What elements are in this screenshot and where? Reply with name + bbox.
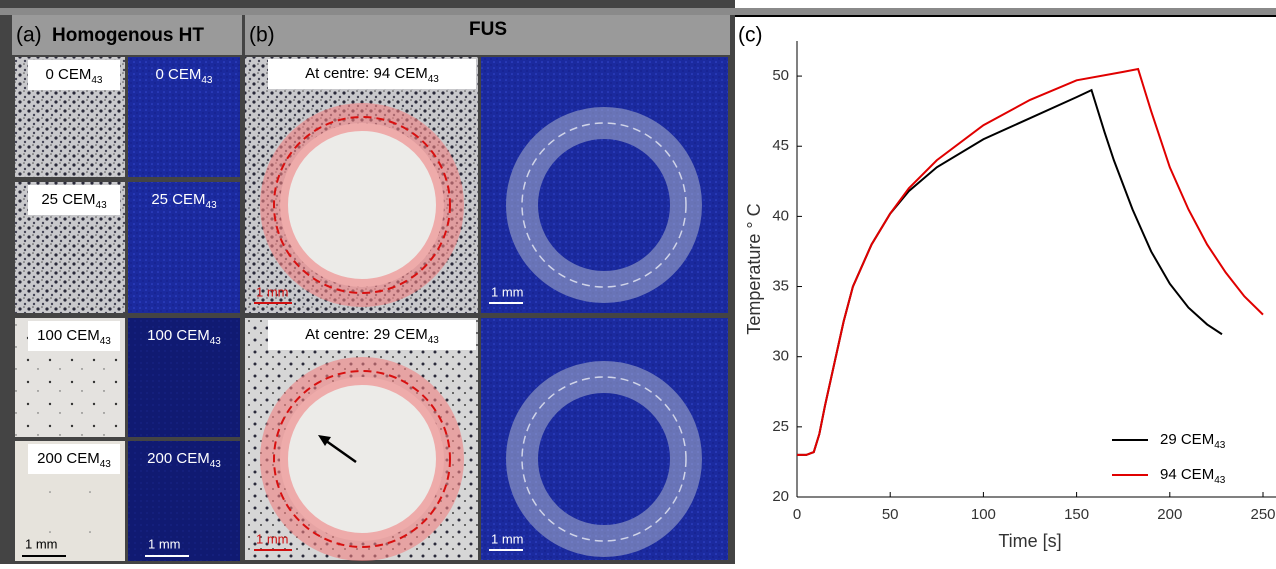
image-label-main: 0 CEM (156, 66, 202, 83)
image-label: 0 CEM43 (46, 66, 103, 86)
fluorescence-image (128, 441, 240, 561)
y-tick-label: 45 (772, 137, 789, 154)
image-label: 100 CEM43 (147, 327, 221, 347)
fluorescence-image (128, 182, 240, 313)
image-label: 0 CEM43 (156, 66, 213, 86)
x-tick-label: 250 (1250, 506, 1275, 523)
series-line (797, 67, 1264, 456)
image-label: At centre: 29 CEM43 (305, 326, 439, 346)
legend-label-sub: 43 (1214, 475, 1226, 486)
panel-label: (c) (738, 24, 763, 47)
legend-label-main: 29 CEM (1160, 431, 1214, 448)
ring-dash (273, 370, 451, 548)
ring-dash (521, 122, 687, 288)
image-label-sub: 43 (201, 75, 213, 86)
image-label-main: 25 CEM (151, 191, 205, 208)
image-label: 200 CEM43 (147, 450, 221, 470)
image-label: 25 CEM43 (41, 191, 107, 211)
panel-label: (a) (16, 24, 42, 47)
image-label-main: At centre: 94 CEM (305, 65, 428, 82)
image-label-main: 25 CEM (41, 191, 95, 208)
image-label-sub: 43 (210, 459, 222, 470)
scale-bar-label: 1 mm (148, 536, 181, 551)
panel-b-header (245, 15, 730, 55)
image-label: At centre: 94 CEM43 (305, 65, 439, 85)
x-axis-label: Time [s] (998, 531, 1061, 551)
label-box (28, 321, 120, 351)
panel-c-background (735, 15, 1276, 564)
ablation-zone (280, 377, 444, 541)
image-label-main: 0 CEM (46, 66, 92, 83)
image-label-sub: 43 (428, 74, 440, 85)
top-strip (0, 8, 1276, 15)
x-tick-label: 150 (1064, 506, 1089, 523)
y-tick-label: 50 (772, 67, 789, 84)
scale-bar-label: 1 mm (25, 536, 58, 551)
image-label-main: 200 CEM (147, 450, 210, 467)
label-box (268, 59, 476, 89)
label-box (268, 320, 476, 350)
x-tick-label: 100 (971, 506, 996, 523)
image-label-sub: 43 (428, 335, 440, 346)
arrow-head (318, 435, 331, 446)
image-label-sub: 43 (100, 459, 112, 470)
y-tick-label: 25 (772, 418, 789, 435)
y-tick-label: 30 (772, 348, 789, 365)
x-tick-label: 50 (882, 506, 899, 523)
image-label: 25 CEM43 (151, 191, 217, 211)
image-label-sub: 43 (206, 200, 218, 211)
ablation-zone (280, 123, 444, 287)
x-tick-label: 200 (1157, 506, 1182, 523)
image-label-sub: 43 (100, 336, 112, 347)
fluorescence-image (128, 57, 240, 177)
scale-bar-label: 1 mm (491, 284, 524, 299)
label-box (28, 185, 120, 215)
legend-label: 29 CEM43 (1160, 431, 1226, 451)
panel-a-header (12, 15, 242, 55)
panel-label: (b) (249, 24, 275, 47)
ring-dash (521, 376, 687, 542)
label-box (28, 60, 120, 90)
y-tick-label: 40 (772, 207, 789, 224)
image-label-main: At centre: 29 CEM (305, 326, 428, 343)
panel-title: FUS (469, 19, 507, 40)
y-tick-label: 35 (772, 278, 789, 295)
image-label-main: 100 CEM (147, 327, 210, 344)
label-box (28, 444, 120, 474)
legend-label-main: 94 CEM (1160, 466, 1214, 483)
image-label-sub: 43 (210, 336, 222, 347)
scale-bar-label: 1 mm (256, 531, 289, 546)
ring-dash (273, 116, 451, 294)
panel-title: Homogenous HT (52, 25, 204, 46)
image-label-sub: 43 (96, 200, 108, 211)
image-label: 200 CEM43 (37, 450, 111, 470)
legend-label-sub: 43 (1214, 440, 1226, 451)
image-label-main: 100 CEM (37, 327, 100, 344)
y-axis-label: Temperature ° C (744, 203, 764, 334)
fluorescence-image (128, 318, 240, 437)
x-tick-label: 0 (793, 506, 801, 523)
legend-label: 94 CEM43 (1160, 466, 1226, 486)
image-label-sub: 43 (91, 75, 103, 86)
scale-bar-label: 1 mm (256, 284, 289, 299)
image-label: 100 CEM43 (37, 327, 111, 347)
scale-bar-label: 1 mm (491, 531, 524, 546)
y-tick-label: 20 (772, 488, 789, 505)
image-label-main: 200 CEM (37, 450, 100, 467)
